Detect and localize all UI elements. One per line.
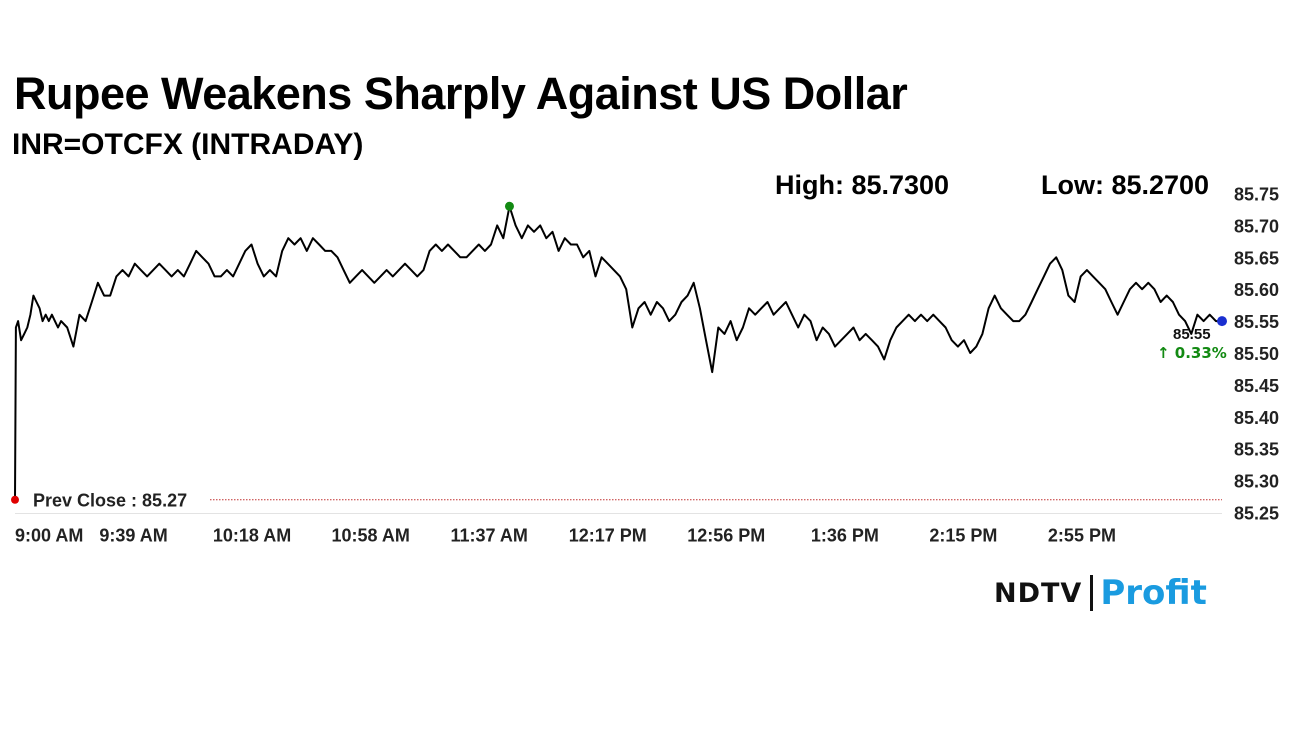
last-value-label: 85.55 [1173, 326, 1211, 343]
x-tick-label: 10:18 AM [213, 526, 291, 546]
y-tick-label: 85.55 [1234, 312, 1279, 332]
x-tick-label: 2:55 PM [1048, 526, 1116, 546]
low-value-label: Low: 85.2700 [1041, 170, 1210, 200]
prev-close-dot [11, 495, 19, 504]
brand-name-ndtv: NDTV [994, 577, 1083, 609]
y-tick-label: 85.65 [1234, 248, 1279, 268]
y-tick-label: 85.50 [1234, 344, 1279, 364]
y-tick-label: 85.60 [1234, 280, 1279, 300]
x-tick-label: 2:15 PM [929, 526, 997, 546]
high-point-dot [504, 201, 514, 211]
y-tick-label: 85.75 [1234, 185, 1279, 205]
last-value-dot [1217, 316, 1227, 327]
x-tick-label: 12:17 PM [569, 526, 647, 546]
y-tick-label: 85.30 [1234, 472, 1279, 492]
chart-subtitle: INR=OTCFX (INTRADAY) [12, 128, 364, 161]
y-tick-label: 85.40 [1234, 408, 1279, 428]
high-value-label: High: 85.7300 [775, 170, 950, 200]
y-tick-label: 85.35 [1234, 440, 1279, 460]
brand-divider [1090, 575, 1094, 611]
change-label: ↑ 0.33% [1157, 344, 1227, 362]
x-tick-label: 9:39 AM [99, 526, 167, 546]
x-tick-label: 12:56 PM [687, 526, 765, 546]
chart-title: Rupee Weakens Sharply Against US Dollar [14, 68, 908, 119]
brand-name-profit: Profit [1100, 573, 1207, 613]
prev-close-label: Prev Close : 85.27 [33, 491, 187, 511]
x-tick-label: 9:00 AM [15, 526, 83, 546]
brand-logo: NDTV Profit [994, 572, 1207, 614]
y-tick-label: 85.45 [1234, 376, 1279, 396]
x-tick-label: 1:36 PM [811, 526, 879, 546]
x-tick-label: 10:58 AM [331, 526, 409, 546]
price-line [14, 205, 1222, 500]
y-tick-label: 85.70 [1234, 216, 1279, 236]
y-tick-label: 85.25 [1234, 504, 1279, 524]
x-tick-label: 11:37 AM [451, 526, 528, 546]
